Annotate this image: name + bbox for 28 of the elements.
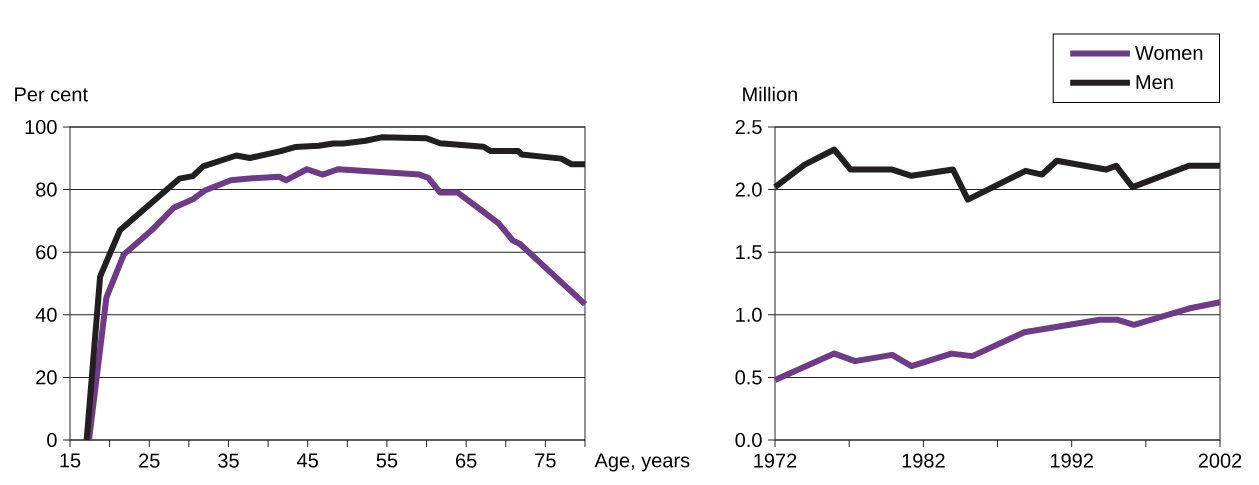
x-tick-label: 65 — [456, 453, 477, 468]
x-tick-label: 25 — [139, 453, 160, 468]
x-tick-label: 55 — [376, 453, 398, 468]
y-tick-label: 80 — [36, 182, 57, 197]
y-tick-label: 0 — [47, 432, 57, 448]
y-tick-label: 0.5 — [735, 370, 762, 385]
x-tick-label: 35 — [218, 453, 239, 468]
x-tick-label: 45 — [297, 453, 318, 468]
legend-label: Men — [1136, 75, 1173, 90]
y-tick-label: 1.5 — [736, 245, 762, 260]
x-tick-label: 1972 — [754, 453, 797, 468]
x-tick-label: 2002 — [1198, 453, 1242, 468]
y-tick-label: 100 — [25, 119, 57, 135]
y-axis-title: Million — [743, 86, 797, 102]
x-tick-label: 1982 — [902, 453, 945, 468]
y-tick-label: 1.0 — [736, 307, 762, 322]
x-axis-title: Age, years — [594, 453, 690, 472]
y-tick-label: 40 — [35, 307, 57, 322]
x-tick-label: 1992 — [1050, 453, 1093, 468]
y-tick-label: 0.0 — [735, 432, 762, 448]
x-tick-label: 15 — [60, 453, 81, 468]
x-tick-label: 75 — [535, 453, 556, 468]
y-tick-label: 20 — [36, 370, 57, 385]
legend-label: Women — [1135, 45, 1203, 60]
y-tick-label: 60 — [36, 245, 57, 260]
y-tick-label: 2.0 — [735, 182, 762, 197]
y-axis-title: Per cent — [15, 87, 88, 102]
y-tick-label: 2.5 — [735, 119, 762, 135]
